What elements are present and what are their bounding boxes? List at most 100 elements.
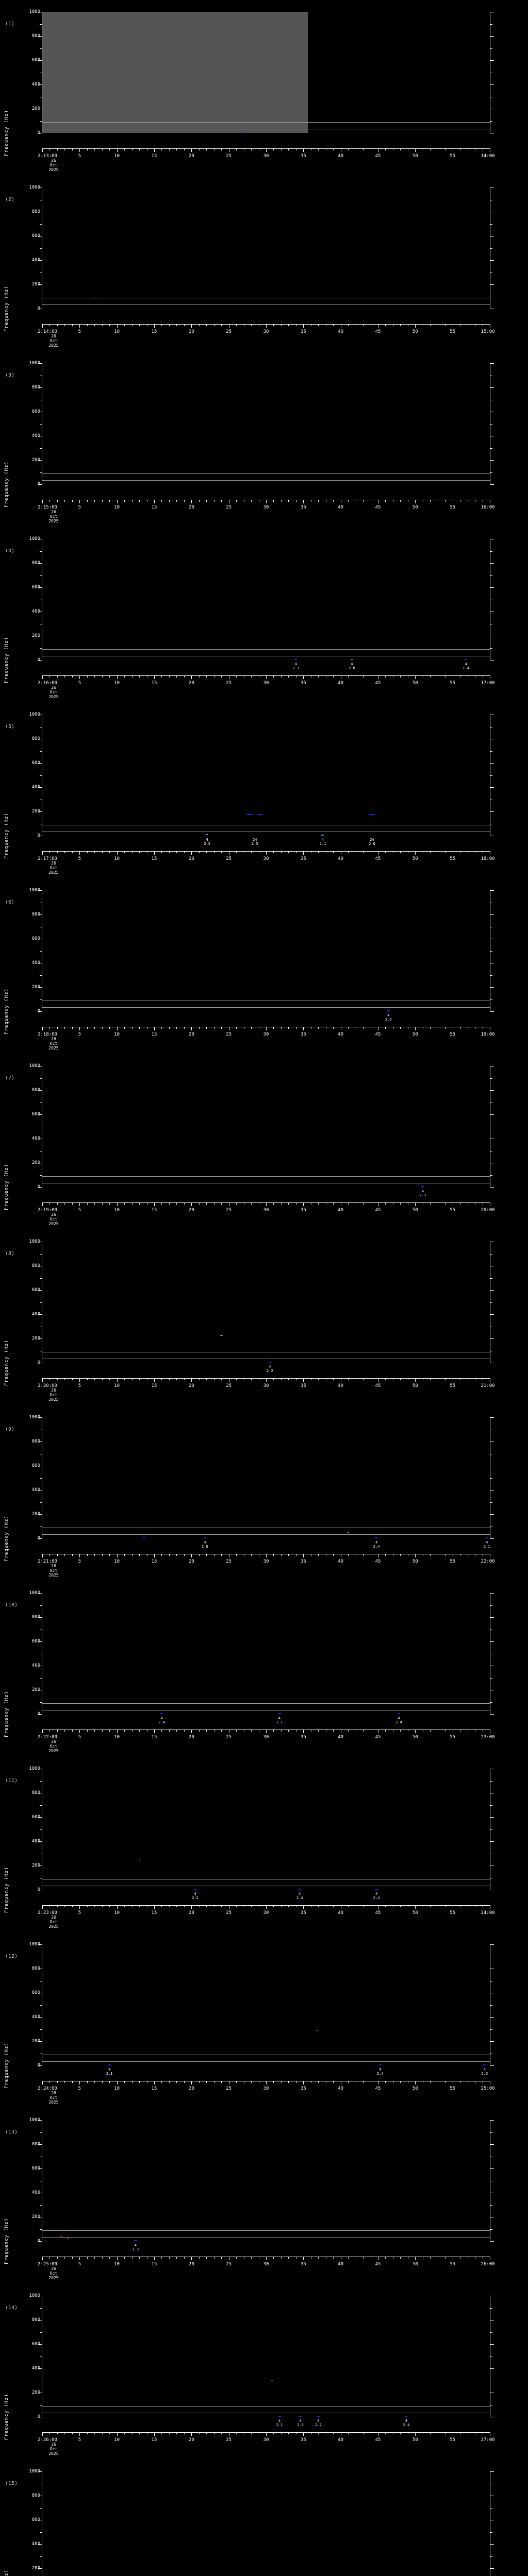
event-marker[interactable] xyxy=(95,304,97,306)
event-marker[interactable] xyxy=(240,132,241,133)
x-tick-label: 20 xyxy=(188,1735,194,1740)
spectrogram-panel: (7) Frequency (Hz) 0 200 400 600 800 1000 4 2.3 2… xyxy=(0,1054,528,1230)
event-marker[interactable] xyxy=(142,1537,145,1538)
y-tick-label: 1000 xyxy=(29,2293,40,2298)
x-minor-tick xyxy=(102,1027,103,1029)
event-marker[interactable] xyxy=(294,658,298,660)
x-minor-tick xyxy=(72,2432,73,2434)
event-marker[interactable] xyxy=(278,1713,281,1714)
plot-area[interactable] xyxy=(42,1769,490,1890)
event-marker[interactable] xyxy=(316,2029,318,2031)
event-marker[interactable] xyxy=(398,1713,400,1714)
x-minor-tick xyxy=(273,148,274,150)
event-marker[interactable] xyxy=(347,1532,349,1533)
x-minor-tick xyxy=(109,1730,110,1732)
panel-index-label: (11) xyxy=(5,1778,18,1784)
event-marker[interactable] xyxy=(483,2064,486,2065)
event-marker[interactable] xyxy=(138,1859,140,1860)
event-marker[interactable] xyxy=(204,1537,206,1538)
y-minor-tick-right xyxy=(490,1502,492,1503)
event-marker[interactable] xyxy=(375,1537,378,1538)
event-marker[interactable] xyxy=(351,658,353,660)
y-minor-tick xyxy=(40,1781,42,1782)
y-minor-tick-right xyxy=(490,1278,492,1279)
x-minor-tick xyxy=(333,2081,334,2083)
y-tick-label: 200 xyxy=(31,2566,40,2571)
event-marker[interactable] xyxy=(421,1185,424,1187)
x-tick-label: 35 xyxy=(300,1208,306,1213)
x-tick-label: 35 xyxy=(300,154,306,159)
plot-area[interactable] xyxy=(42,890,490,1011)
y-minor-tick-right xyxy=(490,2029,492,2030)
x-tick-label: 35 xyxy=(300,329,306,334)
y-minor-tick xyxy=(40,448,42,449)
x-major-tick xyxy=(117,2081,118,2084)
plot-area[interactable] xyxy=(42,363,490,484)
event-marker[interactable] xyxy=(160,1713,163,1714)
event-marker[interactable] xyxy=(271,2380,273,2381)
y-major-tick xyxy=(38,1338,42,1339)
plot-area[interactable] xyxy=(42,1417,490,1538)
event-marker[interactable] xyxy=(486,1537,488,1538)
event-marker[interactable] xyxy=(405,2415,408,2417)
event-marker[interactable] xyxy=(68,2238,70,2239)
y-major-tick xyxy=(38,2041,42,2042)
x-minor-tick xyxy=(102,2432,103,2434)
x-minor-tick xyxy=(273,324,274,326)
plot-area[interactable] xyxy=(42,715,490,836)
event-marker[interactable] xyxy=(246,814,253,815)
x-minor-tick xyxy=(288,1554,289,1556)
event-marker[interactable] xyxy=(369,814,375,815)
event-marker[interactable] xyxy=(220,1335,223,1336)
x-major-tick xyxy=(266,675,267,679)
plot-area[interactable] xyxy=(42,12,490,133)
plot-area[interactable] xyxy=(42,188,490,309)
plot-area[interactable] xyxy=(42,2471,490,2576)
event-marker[interactable] xyxy=(298,1888,301,1890)
plot-area[interactable] xyxy=(42,1593,490,1714)
x-minor-tick xyxy=(333,2257,334,2259)
y-tick-label: 0 xyxy=(37,1711,40,1717)
event-marker[interactable] xyxy=(257,814,263,815)
x-minor-tick xyxy=(221,1202,222,1205)
x-minor-tick xyxy=(139,324,140,326)
event-marker[interactable] xyxy=(278,2415,281,2417)
x-tick-label: 50 xyxy=(412,1383,418,1388)
x-minor-tick xyxy=(57,1730,58,1732)
event-marker[interactable] xyxy=(375,1888,378,1890)
reference-line xyxy=(42,473,490,474)
x-major-tick xyxy=(191,1378,192,1382)
event-marker[interactable] xyxy=(299,2415,302,2417)
y-tick-label: 400 xyxy=(31,1487,40,1493)
event-marker[interactable] xyxy=(317,2415,320,2417)
x-major-tick xyxy=(191,851,192,855)
x-tick-label: 5 xyxy=(78,1559,81,1564)
x-minor-tick xyxy=(124,1378,125,1380)
plot-area[interactable] xyxy=(42,2296,490,2417)
event-marker[interactable] xyxy=(408,831,410,832)
x-minor-tick xyxy=(445,324,446,326)
event-marker[interactable] xyxy=(60,2236,62,2238)
plot-area[interactable] xyxy=(42,1066,490,1187)
event-marker[interactable] xyxy=(108,2064,111,2065)
event-marker[interactable] xyxy=(387,1010,390,1011)
event-marker[interactable] xyxy=(134,2240,137,2241)
x-minor-tick xyxy=(57,1027,58,1029)
plot-area[interactable] xyxy=(42,1944,490,2065)
event-marker[interactable] xyxy=(268,1361,271,1363)
plot-area[interactable] xyxy=(42,539,490,660)
y-major-tick xyxy=(38,811,42,812)
event-marker[interactable] xyxy=(194,1888,197,1890)
event-marker[interactable] xyxy=(95,297,97,299)
event-marker[interactable] xyxy=(321,835,324,836)
event-marker[interactable] xyxy=(206,834,209,836)
event-marker[interactable] xyxy=(465,658,468,660)
plot-area[interactable] xyxy=(42,2120,490,2241)
event-marker[interactable] xyxy=(378,2064,382,2065)
y-tick-label: 0 xyxy=(37,1536,40,1541)
x-minor-tick xyxy=(206,675,207,677)
x-minor-tick xyxy=(273,1027,274,1029)
y-tick-label: 400 xyxy=(31,960,40,965)
event-label: 4 2.1 xyxy=(276,2419,283,2427)
plot-area[interactable] xyxy=(42,1242,490,1363)
